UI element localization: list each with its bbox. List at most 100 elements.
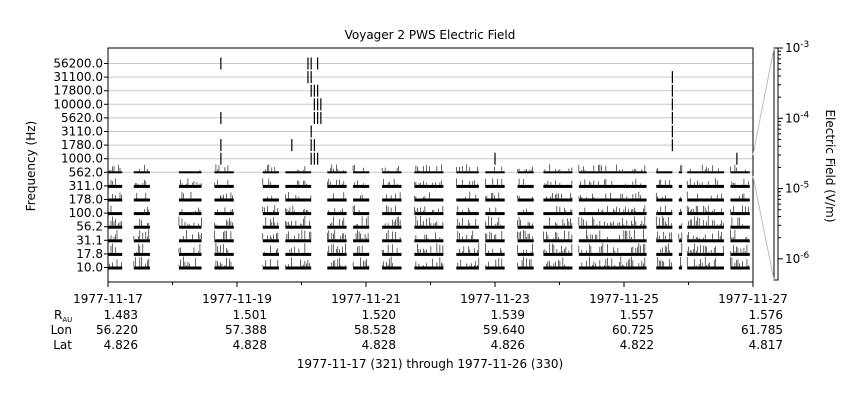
ephemeris-value-lon: 57.388 (225, 323, 267, 337)
colorbar-tick-label: 10-4 (785, 110, 810, 125)
spectrogram-band (285, 239, 312, 243)
colorbar-tick-label: 10-6 (785, 251, 810, 266)
spectrogram-band (543, 212, 573, 216)
spectrogram-band (108, 225, 123, 229)
spectrogram-band (687, 252, 724, 256)
spectrogram-band (578, 225, 647, 229)
spectrogram-band (678, 266, 683, 270)
spectrogram-band (656, 198, 673, 202)
spectrogram-band (687, 266, 724, 270)
y-tick-label: 311.0 (69, 179, 103, 193)
y-tick-label: 100.0 (69, 206, 103, 220)
spectrogram-band (517, 239, 534, 243)
spectrogram-band (517, 266, 534, 270)
spectrogram-band (382, 266, 402, 270)
ephemeris-labels: RAU Lon Lat (51, 308, 73, 352)
spectrogram-band (485, 212, 505, 216)
x-axis-label: 1977-11-17 (321) through 1977-11-26 (330… (297, 357, 563, 371)
spectrogram-band (456, 266, 479, 270)
spectrogram-band (485, 225, 505, 229)
ephemeris-value-lon: 56.220 (96, 323, 138, 337)
spectrogram-band (262, 225, 279, 229)
spectrogram-band (656, 266, 673, 270)
spectrogram-band (214, 171, 234, 174)
spectrogram-band (485, 198, 505, 202)
spectrogram-band (178, 171, 202, 174)
spectrogram-band (730, 225, 750, 229)
y-tick-label: 31.1 (76, 233, 103, 247)
x-axis-ticks: 1977-11-171.48356.2204.8261977-11-191.50… (73, 282, 788, 352)
ephemeris-value-rau: 1.520 (362, 308, 396, 322)
spectrogram-band (678, 239, 683, 243)
spectrogram-band (485, 266, 505, 270)
spectrogram-band (327, 252, 347, 256)
ephemeris-value-lat: 4.828 (233, 338, 267, 352)
spectrogram-band (678, 198, 683, 202)
colorbar-bar (773, 47, 779, 281)
spectrogram-band (730, 266, 750, 270)
y-axis-label: Frequency (Hz) (24, 121, 38, 212)
spectrogram-band (178, 225, 202, 229)
spectrogram-band (485, 239, 505, 243)
spectrogram-band (262, 184, 279, 188)
spectrogram-band (353, 252, 370, 256)
x-tick-label: 1977-11-17 (73, 292, 143, 306)
ephemeris-value-rau: 1.557 (620, 308, 654, 322)
x-tick-label: 1977-11-25 (589, 292, 659, 306)
spectrogram-band (730, 239, 750, 243)
spectrogram-band (353, 184, 370, 188)
spectrogram-band (485, 171, 505, 174)
spectrogram-band (517, 225, 534, 229)
ephemeris-value-lat: 4.822 (620, 338, 654, 352)
spectrogram-band (133, 171, 150, 174)
spectrogram-band (178, 198, 202, 202)
spectrogram-band (414, 171, 444, 174)
spectrogram-band (678, 225, 683, 229)
ephemeris-value-rau: 1.539 (491, 308, 525, 322)
y-tick-label: 10000.0 (53, 97, 103, 111)
spectrogram-band (327, 225, 347, 229)
x-tick-label: 1977-11-19 (202, 292, 272, 306)
spectrogram-band (656, 184, 673, 188)
spectrogram-band (414, 239, 444, 243)
ephemeris-value-lon: 58.528 (354, 323, 396, 337)
spectrogram-band (285, 266, 312, 270)
spectrogram-band (262, 212, 279, 216)
ephemeris-label-lat: Lat (53, 338, 72, 352)
spectrogram-band (678, 184, 683, 188)
spectrogram-band (414, 184, 444, 188)
spectrogram-band (485, 252, 505, 256)
ephemeris-value-lat: 4.826 (104, 338, 138, 352)
spectrogram-band (382, 171, 402, 174)
spectrogram-band (353, 212, 370, 216)
spectrogram-band (730, 171, 750, 174)
spectrogram-band (730, 252, 750, 256)
spectrogram-band (178, 184, 202, 188)
spectrogram-band (578, 266, 647, 270)
spectrogram-band (517, 171, 534, 174)
spectrogram-band (327, 171, 347, 174)
spectrogram-band (656, 239, 673, 243)
spectrogram-band (327, 212, 347, 216)
y-tick-label: 17800.0 (53, 84, 103, 98)
ephemeris-label-r-subscript: AU (62, 316, 72, 324)
spectrogram-band (285, 171, 312, 174)
colorbar: 10-3 10-4 10-5 10-6 (752, 40, 810, 281)
spectrogram-band (456, 239, 479, 243)
spectrogram-band (108, 198, 123, 202)
spectrogram-plot (107, 57, 750, 270)
y-tick-label: 5620.0 (61, 111, 103, 125)
spectrogram-band (578, 212, 647, 216)
spectrogram-band (214, 212, 234, 216)
spectrogram-band (730, 184, 750, 188)
y-tick-label: 1000.0 (61, 152, 103, 166)
ephemeris-value-rau: 1.501 (233, 308, 267, 322)
spectrogram-band (133, 252, 150, 256)
ephemeris-value-lon: 61.785 (741, 323, 783, 337)
y-tick-label: 3110.0 (61, 125, 103, 139)
spectrogram-band (353, 171, 370, 174)
spectrogram-band (543, 171, 573, 174)
spectrogram-band (730, 212, 750, 216)
ephemeris-value-lon: 59.640 (483, 323, 525, 337)
